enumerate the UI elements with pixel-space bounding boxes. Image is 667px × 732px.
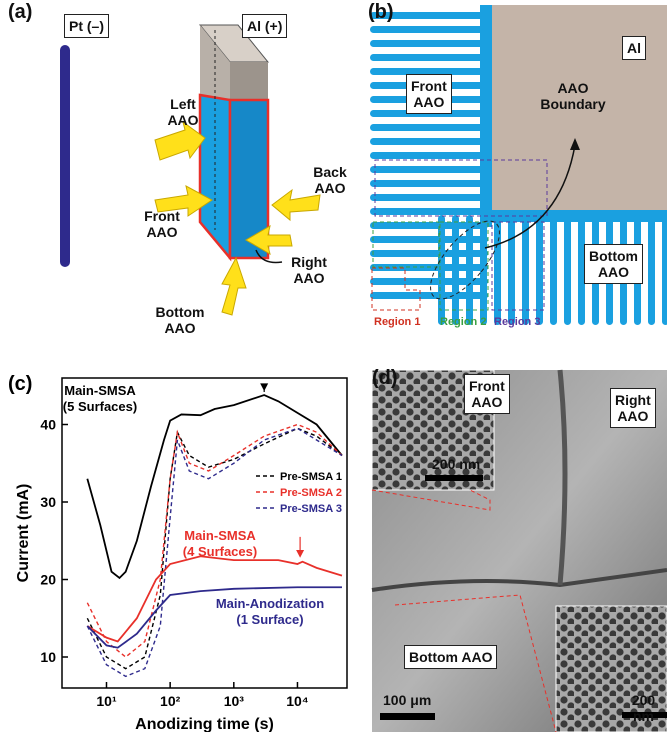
- surface-label: Left AAO: [158, 96, 208, 128]
- region-label: Region 2: [440, 314, 486, 330]
- panel-letter: (a): [8, 4, 32, 20]
- series-annotation: Main-Anodization (1 Surface): [200, 596, 340, 628]
- pore-channel: [438, 215, 445, 325]
- panel-a-art: [60, 25, 320, 315]
- pore-channel: [466, 215, 473, 325]
- legend-label: Pre-SMSA 3: [280, 503, 342, 515]
- pore-channel: [494, 215, 501, 325]
- series-annotation: Main-SMSA (5 Surfaces): [30, 383, 170, 415]
- aao-spine: [480, 5, 492, 227]
- legend-label: Pre-SMSA 2: [280, 487, 342, 499]
- panel-letter: (d): [372, 370, 398, 386]
- pore-channel: [536, 215, 543, 325]
- bottom-aao-label: Bottom AAO: [584, 244, 643, 284]
- x-axis-title: Anodizing time (s): [135, 716, 274, 732]
- pore-channel: [370, 124, 488, 131]
- series-annotation: Main-SMSA (4 Surfaces): [150, 528, 290, 560]
- surface-label: Bottom AAO: [150, 304, 210, 336]
- figure: (c) 10 20 30 40 10¹ 10² 10³ 10⁴ Anodizing time (s…: [0, 0, 667, 732]
- pore-channel: [662, 215, 667, 325]
- scale-bar: [380, 713, 435, 720]
- al-side: [230, 62, 268, 100]
- surface-label: Right AAO: [283, 254, 335, 286]
- al-label: Al: [622, 36, 646, 60]
- x-tick-label: 10²: [160, 693, 181, 709]
- peak-arrowhead: [296, 550, 304, 558]
- pore-channel: [480, 215, 487, 325]
- surface-label: Front AAO: [136, 208, 188, 240]
- panel-letter: (c): [8, 373, 32, 395]
- region-label: Region 1: [374, 314, 420, 330]
- y-tick-label: 40: [40, 417, 56, 433]
- scale-bar: [425, 475, 483, 481]
- sem-label: Bottom AAO: [404, 645, 497, 669]
- panel-letter: (b): [368, 4, 394, 20]
- x-tick-label: 10³: [224, 693, 245, 709]
- scale-label: 100 μm: [383, 692, 431, 708]
- pore-channel: [370, 194, 488, 201]
- pore-channel: [370, 166, 488, 173]
- legend-label: Pre-SMSA 1: [280, 471, 342, 483]
- sem-label: Front AAO: [464, 374, 510, 414]
- x-tick-label: 10¹: [96, 693, 117, 709]
- electrode-label: Pt (–): [64, 14, 109, 38]
- pore-channel: [370, 138, 488, 145]
- surface-label: Back AAO: [305, 164, 355, 196]
- pore-channel: [370, 40, 488, 47]
- pore-channel: [370, 54, 488, 61]
- boundary-label: AAO Boundary: [528, 80, 618, 112]
- y-tick-label: 20: [40, 572, 56, 588]
- x-tick-label: 10⁴: [286, 693, 309, 709]
- scale-label: 200 nm: [432, 456, 480, 472]
- peak-arrowhead: [260, 383, 268, 391]
- region-label: Region 3: [494, 314, 540, 330]
- pore-channel: [370, 152, 488, 159]
- electrode-label: Al (+): [242, 14, 287, 38]
- scale-label: 200 nm: [620, 692, 667, 724]
- y-tick-label: 30: [40, 494, 56, 510]
- pore-channel: [564, 215, 571, 325]
- sem-label: Right AAO: [610, 388, 656, 428]
- y-tick-label: 10: [40, 649, 56, 665]
- front-aao-label: Front AAO: [406, 74, 452, 114]
- pore-channel: [370, 208, 488, 215]
- pore-channel: [370, 26, 488, 33]
- y-axis-title: Current (mA): [15, 484, 32, 583]
- pt-electrode: [60, 45, 70, 267]
- arrow-bottom: [222, 258, 246, 315]
- pore-channel: [370, 180, 488, 187]
- pore-channel: [550, 215, 557, 325]
- pore-channel: [648, 215, 655, 325]
- pore-channel: [508, 215, 515, 325]
- pore-channel: [452, 215, 459, 325]
